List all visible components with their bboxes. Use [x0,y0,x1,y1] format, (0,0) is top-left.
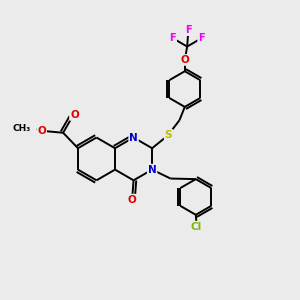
Text: O: O [70,110,79,120]
Text: O: O [38,126,46,136]
Text: CH₃: CH₃ [13,124,31,134]
Text: S: S [165,130,172,140]
Text: O: O [180,55,189,65]
Text: N: N [129,133,138,142]
Text: F: F [198,33,205,43]
Text: O: O [128,195,136,205]
Text: F: F [169,33,176,43]
Text: N: N [148,165,157,175]
Text: Cl: Cl [191,222,202,232]
Text: F: F [185,25,192,35]
